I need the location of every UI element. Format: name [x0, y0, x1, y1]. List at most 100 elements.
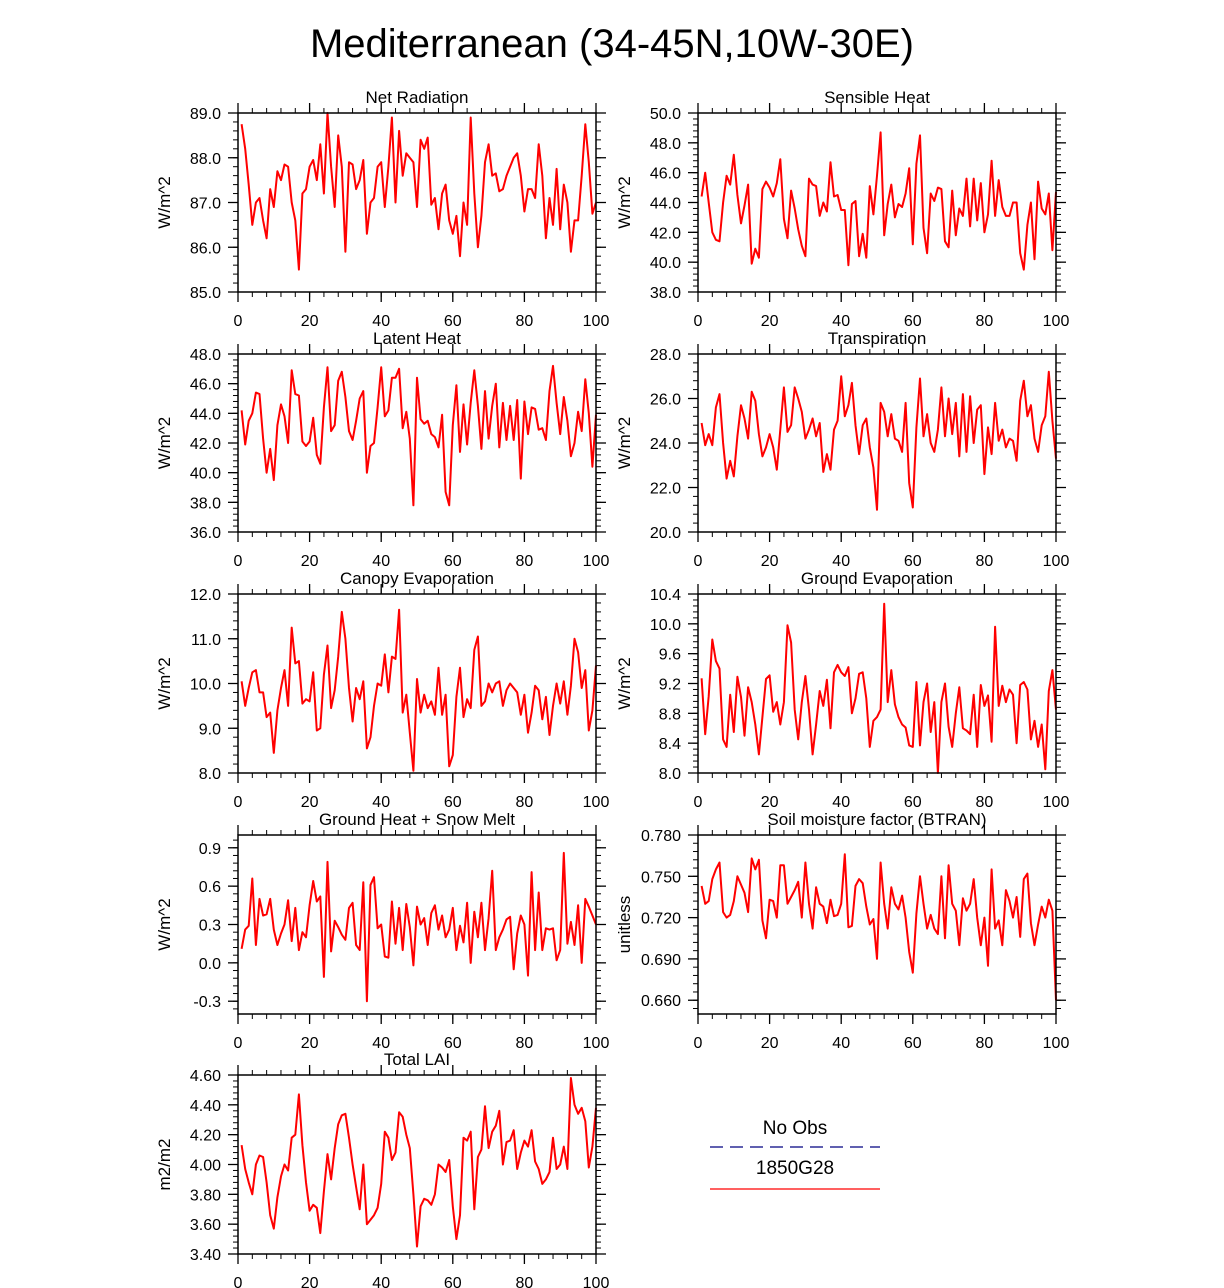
y-axis-label: unitless — [615, 896, 634, 954]
y-tick-label: 28.0 — [650, 347, 681, 364]
y-tick-label: 4.60 — [190, 1068, 221, 1085]
y-tick-label: 48.0 — [650, 136, 681, 153]
panel-title: Net Radiation — [365, 88, 468, 107]
y-tick-label: 86.0 — [190, 240, 221, 257]
plot-frame — [697, 593, 1057, 774]
y-tick-label: 0.690 — [641, 952, 681, 969]
x-tick-label: 0 — [234, 1035, 243, 1052]
y-tick-label: 4.00 — [190, 1158, 221, 1175]
x-tick-label: 80 — [516, 794, 534, 811]
x-tick-label: 0 — [234, 794, 243, 811]
panel-title: Ground Evaporation — [801, 569, 953, 588]
y-tick-label: 46.0 — [650, 166, 681, 183]
series-line-1850g28 — [240, 364, 597, 507]
x-tick-label: 60 — [444, 1035, 462, 1052]
y-tick-label: 8.0 — [199, 766, 221, 783]
x-tick-label: 60 — [904, 794, 922, 811]
x-tick-label: 60 — [444, 794, 462, 811]
series-line-1850g28 — [700, 131, 1057, 271]
y-tick-label: 4.20 — [190, 1128, 221, 1145]
x-tick-label: 80 — [516, 1275, 534, 1288]
y-tick-label: 38.0 — [190, 495, 221, 512]
y-tick-label: 10.4 — [650, 587, 681, 604]
plot-frame — [697, 112, 1057, 293]
y-tick-label: 36.0 — [190, 525, 221, 542]
y-tick-label: 24.0 — [650, 436, 681, 453]
y-tick-label: 38.0 — [650, 285, 681, 302]
x-tick-label: 40 — [832, 794, 850, 811]
y-tick-label: 44.0 — [650, 196, 681, 213]
plot-frame — [237, 112, 597, 293]
series-line-1850g28 — [700, 853, 1057, 1001]
panel-transpiration: Transpiration W/m^2 0 20 40 60 80 100 20.0 22.0 24… — [615, 329, 1069, 570]
x-tick-label: 100 — [583, 1035, 610, 1052]
y-tick-label: 9.2 — [659, 677, 681, 694]
y-tick-label: 0.0 — [199, 956, 221, 973]
x-tick-label: 60 — [904, 1035, 922, 1052]
y-tick-label: 85.0 — [190, 285, 221, 302]
x-tick-label: 80 — [516, 553, 534, 570]
panel-title: Ground Heat + Snow Melt — [319, 810, 515, 829]
y-axis-label: W/m^2 — [615, 176, 634, 228]
panel-title: Total LAI — [384, 1050, 450, 1069]
x-tick-label: 100 — [1043, 794, 1070, 811]
y-tick-label: 50.0 — [650, 106, 681, 123]
x-tick-label: 40 — [372, 1275, 390, 1288]
x-tick-label: 100 — [583, 313, 610, 330]
panel-title: Soil moisture factor (BTRAN) — [767, 810, 986, 829]
y-tick-label: 89.0 — [190, 106, 221, 123]
y-tick-label: 0.9 — [199, 841, 221, 858]
x-tick-label: 40 — [832, 1035, 850, 1052]
plot-frame — [237, 834, 597, 1015]
y-tick-label: 10.0 — [650, 617, 681, 634]
y-tick-label: 11.0 — [191, 632, 221, 649]
x-tick-label: 0 — [694, 794, 703, 811]
x-tick-label: 80 — [976, 794, 994, 811]
panel-total-lai: Total LAI m2/m2 0 20 40 60 80 100 3.40 3.60 3.80 4.… — [155, 1050, 609, 1288]
panel-title: Transpiration — [828, 329, 927, 348]
y-tick-label: 0.660 — [641, 993, 681, 1010]
plot-frame — [697, 834, 1057, 1015]
legend-label-1850g28: 1850G28 — [756, 1158, 834, 1179]
x-tick-label: 40 — [832, 313, 850, 330]
y-tick-label: 88.0 — [190, 151, 221, 168]
y-tick-label: 0.720 — [641, 911, 681, 928]
series-line-1850g28 — [240, 112, 597, 271]
y-tick-label: 8.8 — [659, 706, 681, 723]
x-tick-label: 80 — [976, 553, 994, 570]
x-tick-label: 40 — [372, 313, 390, 330]
panel-ground-evaporation: Ground Evaporation W/m^2 0 20 40 60 80 100 8.0 8.… — [615, 569, 1069, 811]
x-tick-label: 100 — [1043, 313, 1070, 330]
y-axis-label: W/m^2 — [155, 898, 174, 950]
y-tick-label: 8.0 — [659, 766, 681, 783]
x-tick-label: 20 — [761, 1035, 779, 1052]
x-tick-label: 20 — [301, 313, 319, 330]
x-tick-label: 100 — [1043, 1035, 1070, 1052]
x-tick-label: 100 — [583, 794, 610, 811]
x-tick-label: 60 — [444, 1275, 462, 1288]
x-tick-label: 20 — [761, 553, 779, 570]
x-tick-label: 80 — [976, 1035, 994, 1052]
plot-frame — [237, 353, 597, 533]
y-tick-label: 0.6 — [199, 879, 221, 896]
series-line-1850g28 — [240, 1077, 597, 1248]
y-tick-label: 46.0 — [190, 377, 221, 394]
x-tick-label: 40 — [372, 553, 390, 570]
x-tick-label: 80 — [516, 1035, 534, 1052]
figure-title: Mediterranean (34-45N,10W-30E) — [310, 22, 914, 66]
panel-title: Sensible Heat — [824, 88, 930, 107]
plot-frame — [237, 1074, 597, 1255]
plot-frame — [697, 353, 1057, 533]
series-line-1850g28 — [240, 608, 597, 772]
y-axis-label: W/m^2 — [615, 657, 634, 709]
y-tick-label: 48.0 — [190, 347, 221, 364]
y-tick-label: -0.3 — [193, 994, 221, 1011]
x-tick-label: 60 — [444, 313, 462, 330]
y-tick-label: 40.0 — [190, 466, 221, 483]
x-tick-label: 60 — [444, 553, 462, 570]
y-tick-label: 8.4 — [659, 736, 681, 753]
y-axis-label: W/m^2 — [155, 657, 174, 709]
x-tick-label: 20 — [761, 313, 779, 330]
y-tick-label: 20.0 — [650, 525, 681, 542]
